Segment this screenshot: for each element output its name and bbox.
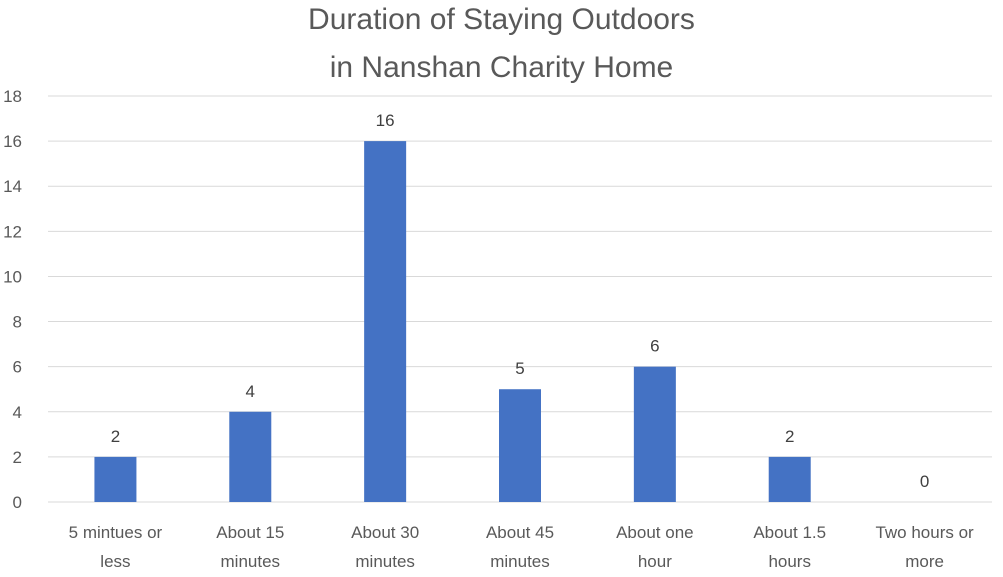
- bar: [364, 141, 407, 502]
- x-category-label: 5 mintues or: [69, 523, 163, 542]
- data-label: 16: [376, 111, 395, 130]
- y-tick-label: 0: [13, 493, 22, 512]
- data-label: 2: [785, 427, 794, 446]
- chart-title-line-1: Duration of Staying Outdoors: [308, 3, 695, 36]
- x-category-label: About 15: [216, 523, 284, 542]
- x-category-label: hours: [768, 552, 811, 571]
- x-category-label: About 30: [351, 523, 419, 542]
- x-category-label: minutes: [490, 552, 550, 571]
- data-label: 2: [111, 427, 120, 446]
- x-category-label: About 45: [486, 523, 554, 542]
- data-label: 6: [650, 337, 659, 356]
- y-tick-label: 2: [13, 448, 22, 467]
- x-category-label: more: [905, 552, 944, 571]
- y-tick-label: 12: [3, 222, 22, 241]
- chart-title-line-2: in Nanshan Charity Home: [329, 51, 674, 84]
- x-category-label: About 1.5: [753, 523, 826, 542]
- data-label: 0: [920, 472, 929, 491]
- y-tick-label: 8: [13, 313, 22, 332]
- y-tick-label: 14: [3, 177, 22, 196]
- x-category-label: minutes: [221, 552, 281, 571]
- x-category-label: less: [100, 552, 130, 571]
- data-label: 5: [515, 359, 524, 378]
- y-tick-label: 16: [3, 132, 22, 151]
- y-tick-label: 4: [13, 403, 22, 422]
- y-tick-label: 6: [13, 358, 22, 377]
- x-category-label: About one: [616, 523, 694, 542]
- bar: [499, 389, 541, 502]
- y-tick-label: 10: [3, 267, 22, 286]
- bar: [633, 366, 676, 502]
- x-category-label: hour: [638, 552, 672, 571]
- x-category-label: Two hours or: [875, 523, 974, 542]
- bar: [768, 456, 811, 502]
- bar: [94, 456, 137, 502]
- x-category-label: minutes: [355, 552, 415, 571]
- bar: [229, 411, 272, 502]
- y-tick-label: 18: [3, 87, 22, 106]
- data-label: 4: [246, 382, 255, 401]
